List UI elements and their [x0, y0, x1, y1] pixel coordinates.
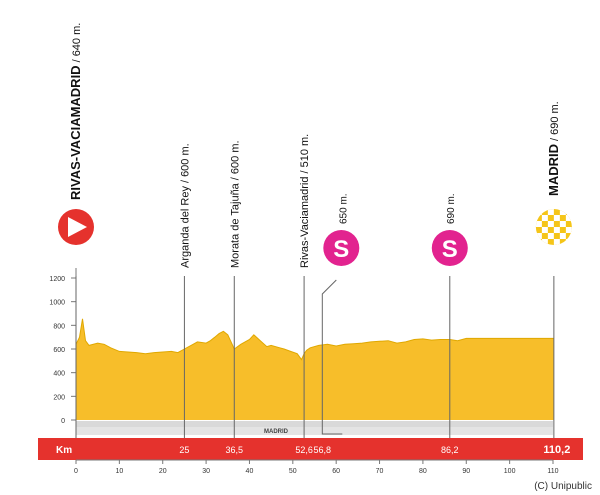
waypoint-label: Rivas-Vaciamadrid / 510 m.	[299, 134, 311, 268]
km-marker-label: 25	[179, 445, 189, 455]
x-tick-label: 30	[202, 468, 210, 475]
credit-text: (C) Unipublic	[534, 481, 592, 492]
x-axis: 0 10 20 30 40 50 60 70 80 90 100 110	[74, 459, 559, 475]
finish-label: MADRID / 690 m.	[546, 101, 561, 196]
sprint-altitude: 690 m.	[446, 193, 457, 224]
start-label: RIVAS-VACIAMADRID / 640 m.	[68, 23, 83, 200]
waypoint-labels: RIVAS-VACIAMADRID / 640 m. MADRID / 690 m. A…	[68, 23, 561, 268]
sprint-symbol: S	[333, 236, 349, 263]
profile-area	[76, 318, 554, 420]
city-strip-lower	[76, 427, 553, 435]
x-tick-label: 10	[115, 468, 123, 475]
city-strip-upper	[76, 421, 553, 427]
y-tick-label: 600	[53, 347, 65, 354]
waypoint-label-name: Arganda del Rey	[179, 186, 191, 268]
waypoint-label-altitude: / 600 m.	[179, 143, 191, 183]
waypoint-lines	[75, 276, 555, 438]
city-strip-label: MADRID	[264, 429, 289, 435]
sprint-line	[321, 279, 343, 435]
km-band-rect	[38, 438, 583, 460]
x-tick-label: 70	[376, 468, 384, 475]
waypoint-label-name: Rivas-Vaciamadrid	[299, 177, 311, 269]
km-unit-label: Km	[56, 445, 72, 456]
y-tick-label: 1000	[49, 300, 65, 307]
x-tick-label: 0	[74, 468, 78, 475]
x-tick-label: 100	[504, 468, 516, 475]
y-tick-label: 200	[53, 394, 65, 401]
start-label-name: RIVAS-VACIAMADRID	[68, 65, 83, 200]
x-tick-label: 20	[159, 468, 167, 475]
y-tick-label: 400	[53, 371, 65, 378]
km-marker-label: 86,2	[441, 445, 459, 455]
finish-label-name: MADRID	[546, 144, 561, 196]
profile-line	[75, 318, 554, 361]
sprint-symbol: S	[442, 236, 458, 263]
start-label-altitude: / 640 m.	[71, 23, 83, 63]
city-strip: MADRID	[76, 421, 553, 435]
sprint-icon	[431, 230, 468, 266]
play-icon	[68, 217, 87, 237]
sprint-altitude: 650 m.	[338, 193, 349, 224]
waypoint-label: Arganda del Rey / 600 m.	[179, 143, 191, 268]
km-marker-label: 52,6	[295, 445, 313, 455]
waypoint-label: Morata de Tajuña / 600 m.	[229, 140, 241, 268]
y-tick-label: 800	[53, 323, 65, 330]
x-tick-label: 110	[547, 468, 558, 475]
x-tick-label: 60	[332, 468, 340, 475]
km-band: Km 25 36,5 52,6 56,8 86,2 110,2	[38, 438, 583, 460]
km-finish-label: 110,2	[543, 444, 570, 456]
sprint-icon	[323, 230, 360, 266]
x-tick-label: 80	[419, 468, 427, 475]
waypoint-label-altitude: / 510 m.	[299, 134, 311, 174]
km-marker-label: 36,5	[226, 445, 244, 455]
y-axis: 0 200 400 600 800 1000 1200	[49, 268, 77, 425]
waypoint-label-name: Morata de Tajuña	[229, 182, 241, 268]
x-tick-label: 90	[462, 468, 470, 475]
waypoint-label-altitude: / 600 m.	[229, 140, 241, 180]
x-tick-label: 50	[289, 468, 297, 475]
elevation-profile	[75, 318, 554, 420]
y-tick-label: 1200	[49, 276, 65, 283]
km-marker-label: 56,8	[314, 445, 332, 455]
finish-label-altitude: / 690 m.	[549, 101, 561, 141]
y-tick-label: 0	[61, 418, 65, 425]
x-tick-label: 40	[246, 468, 254, 475]
